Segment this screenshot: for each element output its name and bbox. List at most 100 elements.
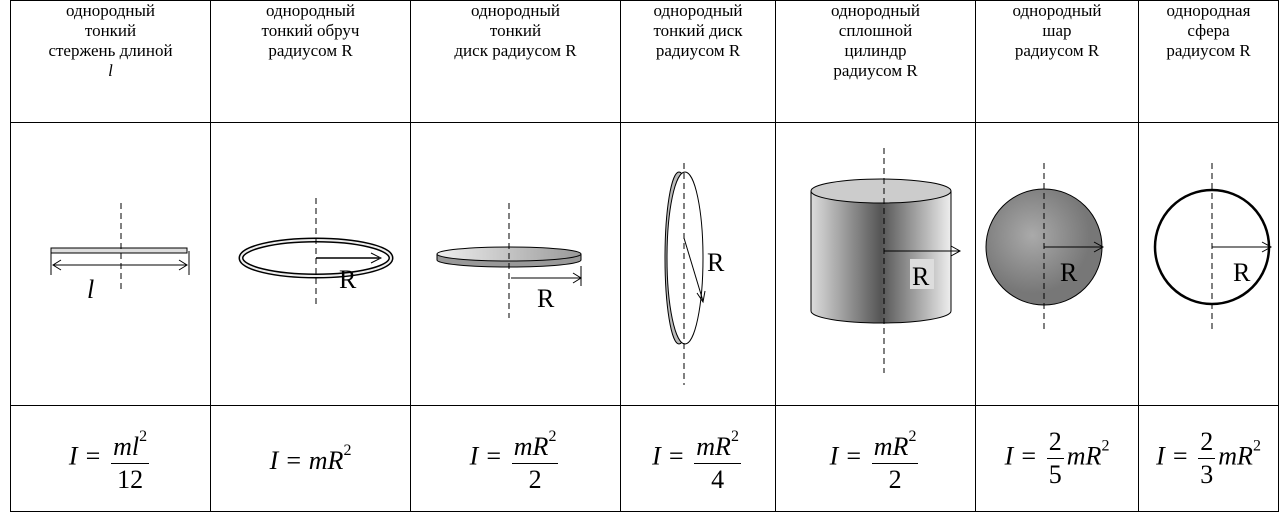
cell: l [11,123,211,406]
denominator: 4 [694,464,741,496]
cell: R [211,123,411,406]
vertical-disk-diagram: R [621,123,776,405]
numerator: 2 [1047,426,1064,459]
formula-lhs: I = [270,446,303,475]
header-line: радиусом R [976,41,1138,61]
radius-label: R [912,262,930,291]
header-line: тонкий диск [621,21,775,41]
exponent: 2 [731,428,739,445]
header-line: сплошной [776,21,975,41]
radius-label: R [339,265,357,294]
header-line: l [11,61,210,81]
formula-lhs: I = [470,441,503,470]
header-line: шар [976,21,1138,41]
header-line: сфера [1139,21,1278,41]
cell: R [1139,123,1279,406]
sphere-diagram: R [1139,123,1279,405]
exponent: 2 [908,428,916,445]
header-line: однородный [976,1,1138,21]
numerator: ml2 [111,421,149,464]
denominator: 5 [1047,459,1064,491]
formula-lhs: I = [1005,441,1038,470]
cell: R [411,123,621,406]
rod-diagram: l [11,123,211,405]
numerator-body: ml [113,432,139,461]
exponent: 2 [548,428,556,445]
header-line: диск радиусом R [411,41,620,61]
disk-diagram: R [411,123,621,405]
length-label: l [87,275,94,304]
denominator: 2 [872,464,919,496]
numerator: mR2 [694,421,741,464]
formula-lhs: I = [830,441,863,470]
exponent: 2 [1101,437,1109,454]
diagram-row: l R R R R R R [11,123,1279,406]
header-line: однородный [11,1,210,21]
numerator-body: mR [696,432,731,461]
header-line: тонкий обруч [211,21,410,41]
cell: R [776,123,976,406]
header-line: стержень длиной [11,41,210,61]
radius-label: R [1060,258,1078,287]
header-line: радиусом R [621,41,775,61]
formula-cell: I = mR2 [211,406,411,512]
denominator: 2 [512,464,559,496]
numerator-body: mR [514,432,549,461]
header-line: однородный [411,1,620,21]
denominator: 3 [1198,459,1215,491]
formula-lhs: I = [69,441,102,470]
hoop-diagram: R [211,123,411,405]
header-line: однородный [621,1,775,21]
exponent: 2 [1253,437,1261,454]
radius-label: R [1233,258,1251,287]
exponent: 2 [139,428,147,445]
formula-lhs: I = [652,441,685,470]
header-line: цилиндр [776,41,975,61]
header-line: однородный [776,1,975,21]
formula-body: mR [309,446,344,475]
header-line: радиусом R [776,61,975,81]
header-line: тонкий [11,21,210,41]
radius-label: R [707,248,725,277]
formula-lhs: I = [1156,441,1189,470]
formula-body: mR [1067,441,1102,470]
header-line: радиусом R [211,41,410,61]
numerator: 2 [1198,426,1215,459]
cell: R [621,123,776,406]
cylinder-diagram: R [776,123,976,405]
formula-body: mR [1218,441,1253,470]
radius-label: R [537,284,555,313]
numerator-body: mR [874,432,909,461]
cell: R [976,123,1139,406]
header-line: радиусом R [1139,41,1278,61]
header-line: однородная [1139,1,1278,21]
denominator: 12 [111,464,149,496]
numerator: mR2 [512,421,559,464]
ball-diagram: R [976,123,1139,405]
header-line: однородный [211,1,410,21]
exponent: 2 [343,442,351,459]
numerator: mR2 [872,421,919,464]
